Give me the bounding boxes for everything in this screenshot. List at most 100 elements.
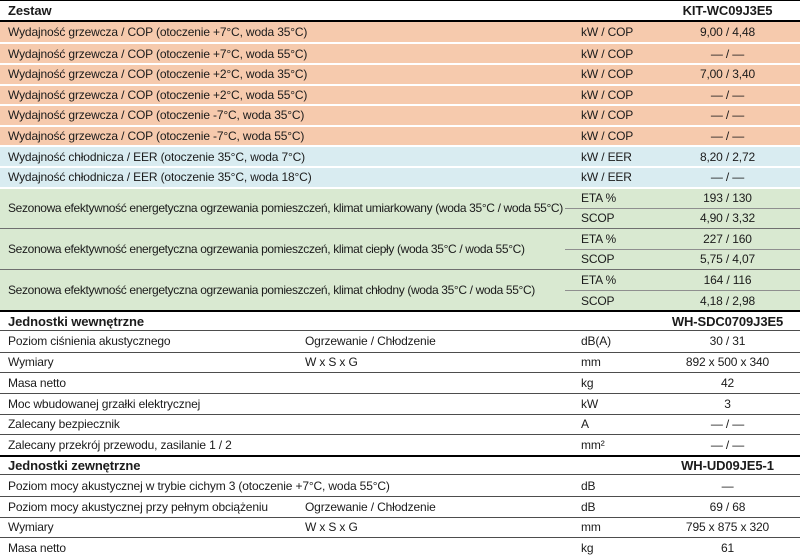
row-label: Wymiary xyxy=(8,355,54,370)
row-unit: kW / COP xyxy=(581,67,634,82)
table-row: Wymiary W x S x G mm 795 x 875 x 320 xyxy=(0,516,800,538)
row-unit: kW / COP xyxy=(581,46,634,61)
row-value: 7,00 / 3,40 xyxy=(699,67,756,82)
row-label: Poziom mocy akustycznej w trybie cichym … xyxy=(8,478,390,493)
row-label: Wymiary xyxy=(8,520,54,535)
group-label: Sezonowa efektywność energetyczna ogrzew… xyxy=(8,283,535,298)
row-unit: SCOP xyxy=(581,293,615,308)
row-value: 42 xyxy=(720,376,735,391)
row-value: — / — xyxy=(710,437,745,452)
table-row: Poziom mocy akustycznej w trybie cichym … xyxy=(0,475,800,496)
table-row: Wydajność chłodnicza / EER (otoczenie 35… xyxy=(0,145,800,166)
row-unit: kg xyxy=(581,376,594,391)
row-sublabel: W x S x G xyxy=(305,355,358,370)
table-row: Masa netto kg 42 xyxy=(0,372,800,393)
row-label: Wydajność chłodnicza / EER (otoczenie 35… xyxy=(8,170,312,185)
group-values: ETA % 227 / 160 SCOP 5,75 / 4,07 xyxy=(565,229,800,269)
model-number: KIT-WC09J3E5 xyxy=(682,2,773,18)
table-row: Masa netto kg 61 xyxy=(0,537,800,558)
row-unit: SCOP xyxy=(581,252,615,267)
group-values: ETA % 164 / 116 SCOP 4,18 / 2,98 xyxy=(565,270,800,310)
row-value: 9,00 / 4,48 xyxy=(699,24,756,39)
row-unit: ETA % xyxy=(581,191,617,206)
row-label: Masa netto xyxy=(8,376,66,391)
row-label: Masa netto xyxy=(8,541,66,556)
row-label: Wydajność chłodnicza / EER (otoczenie 35… xyxy=(8,149,306,164)
row-value: 30 / 31 xyxy=(709,334,746,349)
model-number: WH-UD09JE5-1 xyxy=(681,458,774,474)
row-unit: ETA % xyxy=(581,231,617,246)
row-value: 69 / 68 xyxy=(709,499,746,514)
section-heating: Wydajność grzewcza / COP (otoczenie +7°C… xyxy=(0,21,800,146)
row-unit: kg xyxy=(581,541,594,556)
group-subrow: ETA % 193 / 130 xyxy=(565,189,800,208)
table-row: Moc wbudowanej grzałki elektrycznej kW 3 xyxy=(0,392,800,414)
section-title: Jednostki zewnętrzne xyxy=(8,458,141,474)
table-row: Wydajność grzewcza / COP (otoczenie +7°C… xyxy=(0,42,800,63)
row-unit: dB xyxy=(581,499,596,514)
group-values: ETA % 193 / 130 SCOP 4,90 / 3,32 xyxy=(565,189,800,228)
section-title: Zestaw xyxy=(8,2,52,18)
row-label: Wydajność grzewcza / COP (otoczenie +7°C… xyxy=(8,46,308,61)
group-subrow: ETA % 164 / 116 xyxy=(565,270,800,290)
section-cooling: Wydajność chłodnicza / EER (otoczenie 35… xyxy=(0,145,800,187)
row-label: Wydajność grzewcza / COP (otoczenie +7°C… xyxy=(8,24,308,39)
table-row: Poziom ciśnienia akustycznego Ogrzewanie … xyxy=(0,331,800,352)
row-value: 3 xyxy=(724,396,731,411)
row-label: Wydajność grzewcza / COP (otoczenie -7°C… xyxy=(8,129,305,144)
row-unit: mm² xyxy=(581,437,605,452)
row-value: — / — xyxy=(710,87,745,102)
row-value: 4,90 / 3,32 xyxy=(699,211,756,226)
table-row: Poziom mocy akustycznej przy pełnym obci… xyxy=(0,496,800,517)
section-plain: Poziom mocy akustycznej w trybie cichym … xyxy=(0,475,800,558)
row-label: Wydajność grzewcza / COP (otoczenie -7°C… xyxy=(8,108,305,123)
row-label: Poziom ciśnienia akustycznego xyxy=(8,334,171,349)
group-label: Sezonowa efektywność energetyczna ogrzew… xyxy=(8,201,563,216)
row-value: — xyxy=(721,478,734,493)
table-row: Wydajność chłodnicza / EER (otoczenie 35… xyxy=(0,166,800,187)
row-label: Zalecany bezpiecznik xyxy=(8,417,120,432)
row-value: — / — xyxy=(710,46,745,61)
table-row: Wydajność grzewcza / COP (otoczenie -7°C… xyxy=(0,104,800,125)
row-unit: A xyxy=(581,417,589,432)
row-value: 164 / 116 xyxy=(703,272,752,287)
row-value: 8,20 / 2,72 xyxy=(699,149,756,164)
row-value: — / — xyxy=(710,129,745,144)
model-number: WH-SDC0709J3E5 xyxy=(671,313,784,329)
group-subrow: SCOP 4,90 / 3,32 xyxy=(565,207,800,228)
row-value: 892 x 500 x 340 xyxy=(685,355,770,370)
row-unit: mm xyxy=(581,355,601,370)
row-unit: SCOP xyxy=(581,211,615,226)
row-unit: kW / EER xyxy=(581,149,632,164)
row-unit: dB xyxy=(581,478,596,493)
table-row-group: Sezonowa efektywność energetyczna ogrzew… xyxy=(0,186,800,228)
row-value: — / — xyxy=(710,417,745,432)
row-unit: mm xyxy=(581,520,601,535)
table-row: Wydajność grzewcza / COP (otoczenie +7°C… xyxy=(0,21,800,43)
row-label: Zalecany przekrój przewodu, zasilanie 1 … xyxy=(8,437,232,452)
row-value: — / — xyxy=(710,108,745,123)
section-title: Jednostki wewnętrzne xyxy=(8,313,144,329)
table-row: Wydajność grzewcza / COP (otoczenie -7°C… xyxy=(0,124,800,146)
row-label: Moc wbudowanej grzałki elektrycznej xyxy=(8,396,201,411)
row-unit: kW xyxy=(581,396,599,411)
group-subrow: ETA % 227 / 160 xyxy=(565,229,800,249)
table-row: Zalecany bezpiecznik A — / — xyxy=(0,413,800,435)
table-row-group: Sezonowa efektywność energetyczna ogrzew… xyxy=(0,227,800,270)
row-value: 5,75 / 4,07 xyxy=(699,252,756,267)
row-value: 61 xyxy=(720,541,735,556)
row-unit: dB(A) xyxy=(581,334,611,349)
section-header-row: Jednostki zewnętrzne WH-UD09JE5-1 xyxy=(0,454,800,476)
section-header-row: Jednostki wewnętrzne WH-SDC0709J3E5 xyxy=(0,310,800,331)
group-label: Sezonowa efektywność energetyczna ogrzew… xyxy=(8,242,525,256)
table-row: Wymiary W x S x G mm 892 x 500 x 340 xyxy=(0,351,800,373)
row-value: — / — xyxy=(710,170,745,185)
row-value: 795 x 875 x 320 xyxy=(685,520,770,535)
row-unit: kW / COP xyxy=(581,108,634,123)
row-label: Poziom mocy akustycznej przy pełnym obci… xyxy=(8,499,268,514)
table-row: Zalecany przekrój przewodu, zasilanie 1 … xyxy=(0,434,800,455)
group-subrow: SCOP 4,18 / 2,98 xyxy=(565,289,800,311)
section-header-row: Zestaw KIT-WC09J3E5 xyxy=(0,1,800,22)
row-unit: ETA % xyxy=(581,272,617,287)
